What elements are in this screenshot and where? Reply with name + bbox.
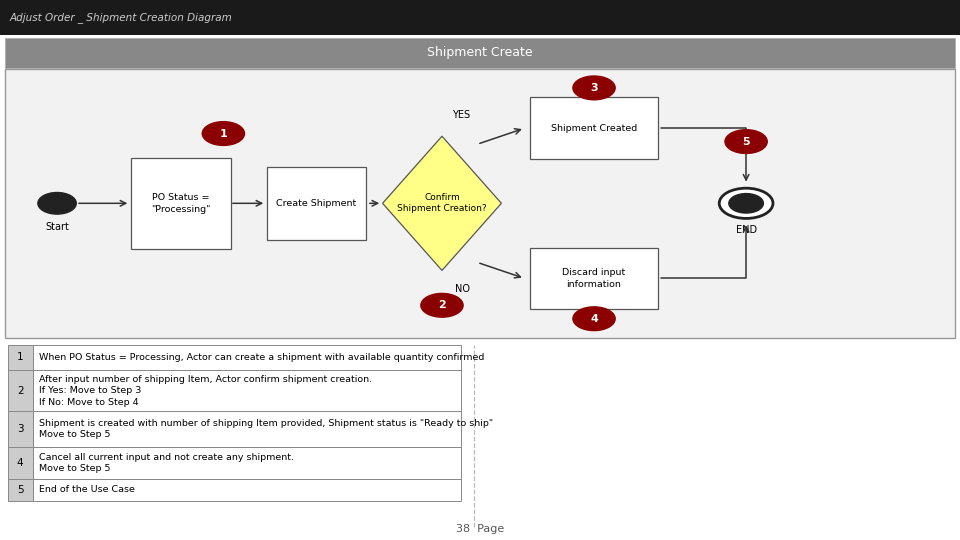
Circle shape: [37, 193, 76, 214]
Bar: [33, 370, 461, 411]
Bar: [5, 38, 955, 68]
Text: 2: 2: [438, 300, 445, 310]
Text: END: END: [735, 225, 756, 235]
Bar: [530, 97, 659, 159]
Text: End of the Use Case: End of the Use Case: [39, 485, 135, 494]
Bar: [33, 447, 461, 479]
Text: 3: 3: [590, 83, 598, 93]
Text: 1: 1: [220, 129, 228, 139]
Text: 4: 4: [590, 314, 598, 323]
Circle shape: [573, 307, 615, 330]
Circle shape: [420, 293, 463, 317]
Bar: [8, 345, 33, 370]
Text: YES: YES: [452, 110, 470, 120]
Text: Shipment Create: Shipment Create: [427, 46, 533, 59]
Text: 2: 2: [17, 386, 23, 396]
Text: After input number of shipping Item, Actor confirm shipment creation.
If Yes: Mo: After input number of shipping Item, Act…: [39, 375, 372, 407]
Text: Shipment is created with number of shipping Item provided, Shipment status is "R: Shipment is created with number of shipp…: [39, 419, 493, 439]
Text: 3: 3: [17, 424, 23, 434]
Text: Adjust Order _ Shipment Creation Diagram: Adjust Order _ Shipment Creation Diagram: [10, 12, 232, 23]
Bar: [33, 479, 461, 501]
Text: Discard input
information: Discard input information: [563, 268, 626, 289]
Text: 1: 1: [17, 353, 23, 362]
Bar: [8, 479, 33, 501]
Text: 38  Page: 38 Page: [456, 523, 504, 534]
Bar: [33, 411, 461, 447]
Bar: [267, 167, 367, 240]
Text: NO: NO: [455, 284, 470, 294]
Bar: [5, 69, 955, 338]
Text: 4: 4: [17, 458, 23, 468]
Circle shape: [573, 76, 615, 100]
Text: Start: Start: [45, 222, 69, 232]
Text: Shipment Created: Shipment Created: [551, 124, 637, 133]
Polygon shape: [383, 136, 501, 271]
Bar: [530, 248, 659, 309]
Text: Cancel all current input and not create any shipment.
Move to Step 5: Cancel all current input and not create …: [39, 453, 295, 473]
Bar: [33, 345, 461, 370]
Bar: [8, 447, 33, 479]
Text: Create Shipment: Create Shipment: [276, 199, 357, 208]
Text: Confirm
Shipment Creation?: Confirm Shipment Creation?: [397, 193, 487, 213]
Bar: [8, 370, 33, 411]
Bar: [131, 158, 230, 249]
Circle shape: [203, 122, 245, 145]
Bar: [0, 0, 960, 35]
Circle shape: [729, 194, 763, 213]
Text: 5: 5: [17, 485, 23, 495]
Bar: [8, 411, 33, 447]
Circle shape: [725, 130, 767, 153]
Text: When PO Status = Processing, Actor can create a shipment with available quantity: When PO Status = Processing, Actor can c…: [39, 353, 485, 362]
Text: PO Status =
"Processing": PO Status = "Processing": [151, 193, 210, 214]
Text: 5: 5: [742, 137, 750, 146]
Circle shape: [719, 188, 773, 219]
